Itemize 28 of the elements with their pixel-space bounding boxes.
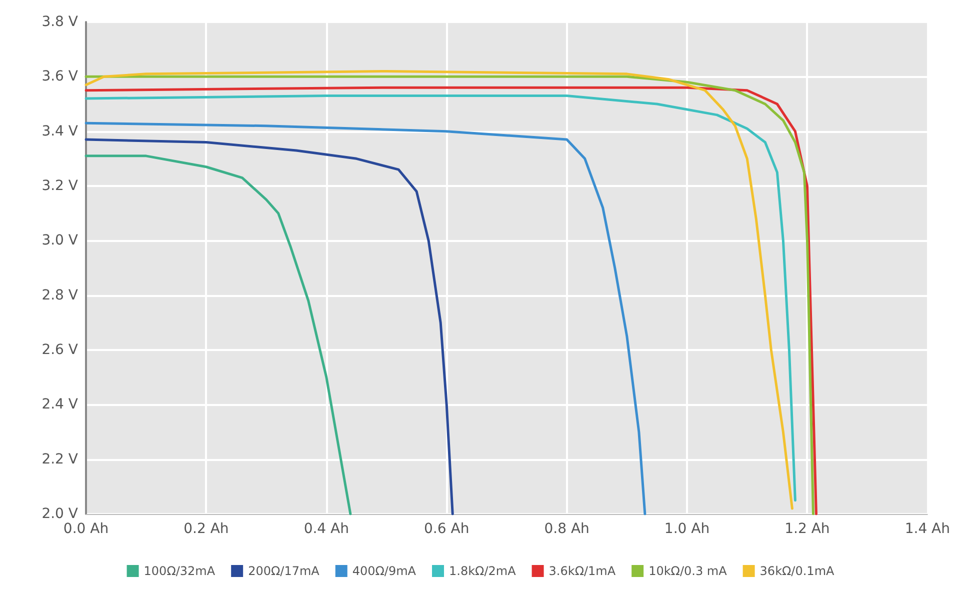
x-tick-label: 0.6 Ah [424,521,470,537]
x-tick-label: 0.0 Ah [63,521,109,537]
y-tick-label: 2.6 V [42,342,78,358]
y-tick-label: 2.0 V [42,506,78,522]
x-tick-label: 1.2 Ah [784,521,830,537]
line-series [84,122,646,516]
legend-label: 100Ω/32mA [144,564,216,578]
legend-label: 36kΩ/0.1mA [760,564,835,578]
x-tick-label: 0.2 Ah [184,521,229,537]
legend-label: 400Ω/9mA [352,564,417,578]
y-tick-label: 3.8 V [42,14,78,30]
legend-label: 3.6kΩ/1mA [548,564,616,578]
x-tick-label: 1.4 Ah [904,521,950,537]
y-tick-label: 3.6 V [42,68,78,85]
legend-label: 200Ω/17mA [248,564,320,578]
x-tick-label: 0.4 Ah [304,521,349,537]
y-tick-label: 3.2 V [42,178,78,194]
line-series [84,154,352,516]
line-series [84,138,454,516]
y-tick-label: 3.0 V [42,232,78,249]
y-tick-label: 3.4 V [42,123,78,140]
legend-label: 1.8kΩ/2mA [449,564,517,578]
y-tick-label: 2.4 V [42,396,78,413]
x-tick-label: 1.0 Ah [664,521,710,537]
y-tick-label: 2.2 V [42,451,78,468]
x-tick-label: 0.8 Ah [544,521,590,537]
y-tick-label: 2.8 V [42,287,78,304]
legend-label: 10kΩ/0.3 mA [648,564,728,578]
